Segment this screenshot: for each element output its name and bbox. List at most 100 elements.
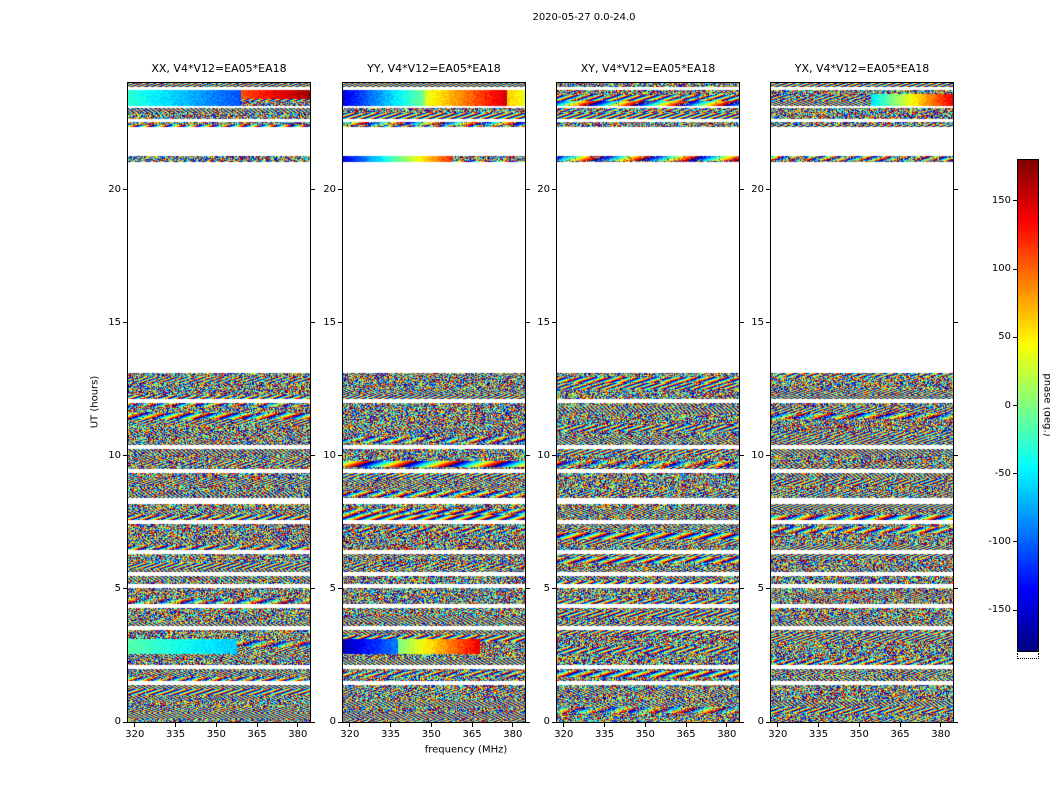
y-tick: [123, 721, 127, 723]
y-axis-label: UT (hours): [89, 375, 101, 429]
y-tick: [552, 455, 556, 457]
x-tick: [430, 723, 432, 727]
y-tick: [954, 189, 958, 190]
x-tick: [297, 723, 299, 727]
x-tick-label: 365: [247, 729, 267, 740]
y-tick: [311, 721, 315, 723]
y-tick: [552, 721, 556, 723]
x-tick-label: 320: [768, 729, 788, 740]
colorbar-tick-label: 100: [991, 263, 1011, 275]
heatmap-panel-YY: [342, 82, 526, 723]
y-tick: [526, 455, 530, 457]
y-tick-label: 5: [114, 582, 121, 594]
y-tick: [552, 189, 556, 190]
y-tick: [740, 588, 744, 590]
colorbar-tick: [1013, 609, 1017, 611]
x-tick: [644, 723, 646, 727]
x-tick: [256, 723, 258, 727]
x-tick-label: 335: [380, 729, 401, 740]
colorbar-tick: [1013, 473, 1017, 475]
x-tick: [471, 723, 473, 727]
colorbar-tick-label: 0: [1004, 399, 1011, 411]
colorbar-tick-label: 50: [998, 331, 1011, 343]
x-tick-label: 320: [554, 729, 574, 740]
panel-title: XY, V4*V12=EA05*EA18: [580, 62, 716, 75]
x-tick: [215, 723, 217, 727]
x-tick-label: 365: [676, 729, 696, 740]
colorbar-label: phase (deg.): [1041, 373, 1050, 437]
heatmap-canvas: [343, 83, 525, 722]
colorbar-tick-label: -150: [988, 604, 1011, 616]
y-tick: [123, 322, 127, 324]
x-tick-label: 320: [340, 729, 360, 740]
x-tick: [777, 723, 779, 727]
y-tick: [338, 189, 342, 190]
x-tick-label: 380: [503, 729, 523, 740]
x-tick: [726, 723, 728, 727]
heatmap-canvas: [128, 83, 310, 722]
y-tick: [338, 588, 342, 590]
y-tick-label: 20: [751, 183, 764, 195]
y-tick-label: 5: [543, 582, 550, 594]
y-tick-label: 10: [537, 449, 550, 461]
colorbar-tick: [1013, 268, 1017, 270]
x-tick: [818, 723, 820, 727]
x-tick: [349, 723, 351, 727]
x-tick: [604, 723, 606, 727]
y-tick: [766, 455, 770, 457]
y-tick: [338, 322, 342, 324]
y-tick: [954, 721, 958, 723]
y-tick-label: 0: [543, 716, 550, 727]
x-tick-label: 350: [635, 729, 655, 740]
x-tick: [563, 723, 565, 727]
colorbar: [1017, 159, 1039, 652]
x-tick: [134, 723, 136, 727]
y-tick: [311, 455, 315, 457]
y-tick: [740, 721, 744, 723]
y-tick: [954, 455, 958, 457]
heatmap-panel-YX: [770, 82, 954, 723]
x-tick-label: 350: [849, 729, 869, 740]
colorbar-extend-box: [1017, 653, 1039, 659]
colorbar-tick: [1013, 405, 1017, 406]
y-tick-label: 20: [323, 183, 336, 195]
y-tick-label: 15: [751, 316, 764, 328]
colorbar-tick: [1013, 200, 1017, 202]
y-tick-label: 5: [757, 582, 764, 594]
x-tick: [899, 723, 901, 727]
y-tick: [740, 189, 744, 190]
x-tick: [685, 723, 687, 727]
x-tick-label: 350: [421, 729, 441, 740]
colorbar-tick-label: 150: [991, 194, 1011, 206]
x-tick-label: 320: [125, 729, 145, 740]
colorbar-tick: [1013, 541, 1017, 543]
y-tick: [766, 588, 770, 590]
y-tick: [338, 455, 342, 457]
y-tick: [123, 588, 127, 590]
x-tick-label: 365: [890, 729, 910, 740]
x-tick: [390, 723, 392, 727]
figure-title: 2020-05-27 0.0-24.0: [532, 12, 636, 23]
x-tick-label: 335: [808, 729, 829, 740]
y-tick: [311, 322, 315, 324]
x-tick-label: 350: [206, 729, 226, 740]
x-tick-label: 380: [931, 729, 951, 740]
y-tick-label: 15: [323, 316, 336, 328]
x-tick: [175, 723, 177, 727]
x-tick: [940, 723, 942, 727]
y-tick-label: 10: [108, 449, 121, 461]
y-tick: [123, 455, 127, 457]
y-tick: [766, 322, 770, 324]
y-tick: [526, 189, 530, 190]
y-tick: [766, 189, 770, 190]
y-tick-label: 15: [537, 316, 550, 328]
panel-title: XX, V4*V12=EA05*EA18: [151, 62, 287, 75]
y-tick: [526, 721, 530, 723]
heatmap-canvas: [771, 83, 953, 722]
y-tick: [311, 588, 315, 590]
colorbar-tick: [1013, 336, 1017, 338]
y-tick: [526, 588, 530, 590]
x-tick-label: 380: [717, 729, 737, 740]
y-tick: [338, 721, 342, 723]
